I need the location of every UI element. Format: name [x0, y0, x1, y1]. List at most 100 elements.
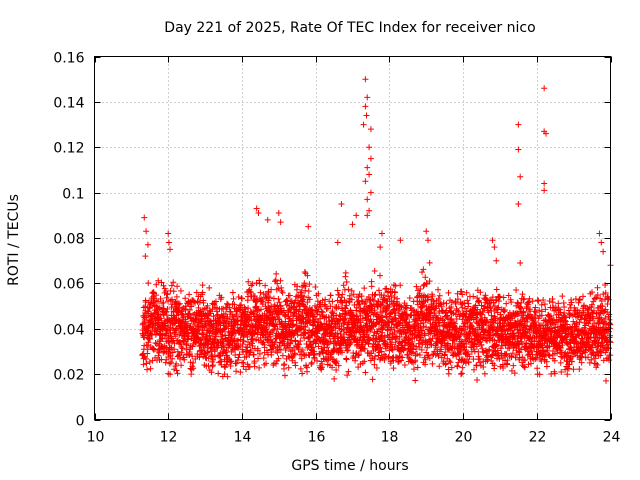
data-point [141, 214, 148, 221]
data-point [442, 348, 449, 355]
data-point [196, 299, 203, 306]
data-point [249, 337, 256, 344]
data-point [314, 298, 321, 305]
data-point [478, 302, 485, 309]
data-point [549, 299, 556, 306]
data-point [585, 354, 592, 361]
data-point [156, 311, 163, 318]
data-point [248, 340, 255, 347]
data-point [362, 369, 369, 376]
data-point [402, 330, 409, 337]
data-point [378, 230, 385, 237]
data-point [417, 286, 424, 293]
data-point [208, 369, 215, 376]
data-point [541, 180, 548, 187]
data-point [364, 212, 371, 219]
data-point [576, 296, 583, 303]
data-point [499, 342, 506, 349]
data-point [532, 319, 539, 326]
data-point [207, 310, 214, 317]
data-point [431, 348, 438, 355]
data-point [171, 346, 178, 353]
data-point [171, 320, 178, 327]
data-point [529, 316, 536, 323]
data-point [360, 121, 367, 128]
data-point [375, 287, 382, 294]
data-point [242, 344, 249, 351]
data-point [600, 248, 607, 255]
data-point [245, 305, 252, 312]
data-point [459, 291, 466, 298]
data-point [403, 310, 410, 317]
data-point [459, 316, 466, 323]
data-point [305, 223, 312, 230]
data-point [448, 364, 455, 371]
data-point [286, 315, 293, 322]
data-point [438, 346, 445, 353]
data-point [319, 360, 326, 367]
data-point [594, 292, 601, 299]
data-point [418, 304, 425, 311]
data-point [496, 356, 503, 363]
data-point [275, 295, 282, 302]
data-point [186, 291, 193, 298]
data-point [384, 327, 391, 334]
data-point [277, 277, 284, 284]
data-point [361, 345, 368, 352]
data-point [423, 228, 430, 235]
data-point [377, 345, 384, 352]
data-point [272, 277, 279, 284]
data-point [344, 372, 351, 379]
data-point [445, 340, 452, 347]
data-point [154, 307, 161, 314]
data-point [500, 365, 507, 372]
data-point [532, 304, 539, 311]
data-point [163, 294, 170, 301]
data-point [236, 351, 243, 358]
data-point [581, 302, 588, 309]
data-point [232, 352, 239, 359]
data-point [152, 340, 159, 347]
data-point [285, 364, 292, 371]
data-point [599, 303, 606, 310]
data-point [485, 353, 492, 360]
data-point [535, 298, 542, 305]
data-point [322, 302, 329, 309]
data-point [200, 299, 207, 306]
data-point [517, 320, 524, 327]
data-point [388, 292, 395, 299]
data-point [423, 281, 430, 288]
data-point [598, 239, 605, 246]
data-point [452, 300, 459, 307]
data-point [148, 316, 155, 323]
data-point [290, 321, 297, 328]
data-point [478, 311, 485, 318]
data-point [471, 366, 478, 373]
data-point [249, 280, 256, 287]
data-point [391, 289, 398, 296]
data-point [457, 332, 464, 339]
data-point [251, 329, 258, 336]
data-point [204, 302, 211, 309]
data-point [426, 315, 433, 322]
data-point [251, 358, 258, 365]
data-point [502, 306, 509, 313]
data-point [508, 322, 515, 329]
data-point [338, 200, 345, 207]
data-point [389, 346, 396, 353]
data-point [173, 367, 180, 374]
data-point [261, 316, 268, 323]
data-point [390, 306, 397, 313]
data-point [166, 360, 173, 367]
data-point [145, 280, 152, 287]
data-point [297, 365, 304, 372]
data-point [216, 353, 223, 360]
data-point [222, 364, 229, 371]
data-point [484, 338, 491, 345]
data-point [333, 358, 340, 365]
data-point [426, 278, 433, 285]
data-point [356, 351, 363, 358]
data-points [139, 76, 614, 384]
data-point [376, 344, 383, 351]
data-point [238, 301, 245, 308]
